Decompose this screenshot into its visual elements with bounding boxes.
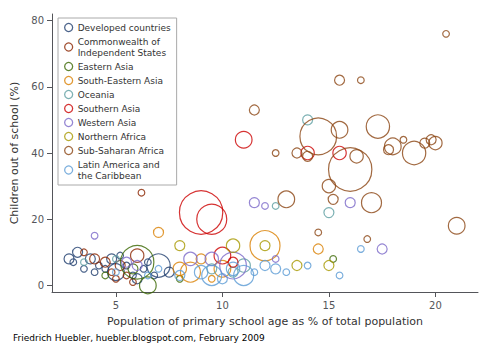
svg-text:Children out of school (%): Children out of school (%) [8,82,21,225]
svg-text:5: 5 [113,300,119,311]
svg-text:Northern Africa: Northern Africa [78,132,146,142]
svg-text:Western Asia: Western Asia [78,118,137,128]
svg-text:10: 10 [216,300,229,311]
svg-text:Independent States: Independent States [78,48,167,58]
svg-text:Eastern Asia: Eastern Asia [78,62,134,72]
svg-text:80: 80 [31,15,44,26]
svg-text:the Caribbean: the Caribbean [78,171,142,181]
svg-text:Oceania: Oceania [78,90,115,100]
svg-text:Latin America and: Latin America and [78,160,160,170]
svg-text:Population of primary school a: Population of primary school age as % of… [107,315,423,328]
svg-text:Southern Asia: Southern Asia [78,104,141,114]
svg-text:15: 15 [323,300,336,311]
svg-text:Sub-Saharan Africa: Sub-Saharan Africa [78,146,164,156]
svg-text:South-Eastern Asia: South-Eastern Asia [78,76,163,86]
svg-text:20: 20 [31,214,44,225]
svg-text:Friedrich Huebler, huebler.blo: Friedrich Huebler, huebler.blogspot.com,… [13,333,265,343]
svg-text:Developed countries: Developed countries [78,23,171,33]
svg-text:Commonwealth of: Commonwealth of [78,37,161,47]
svg-text:0: 0 [38,280,44,291]
svg-text:60: 60 [31,81,44,92]
svg-text:40: 40 [31,148,44,159]
svg-text:20: 20 [429,300,442,311]
